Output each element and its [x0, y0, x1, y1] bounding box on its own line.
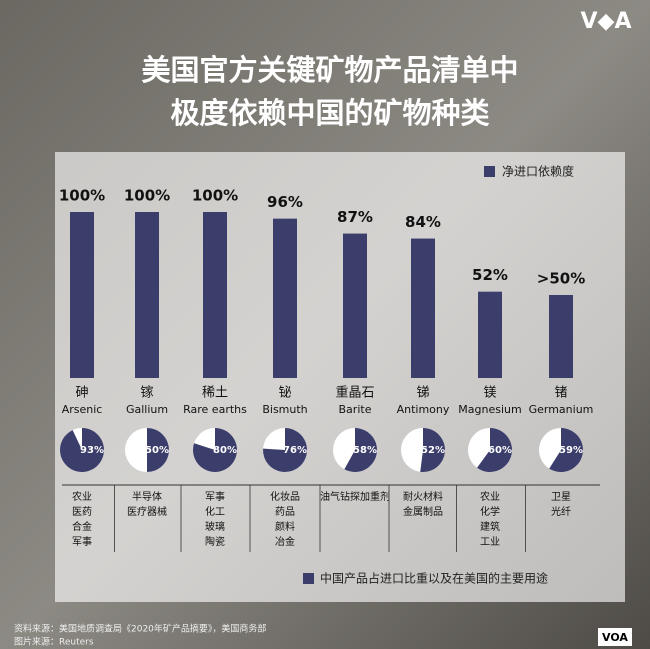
bar	[70, 212, 94, 378]
use: 耐火材料	[403, 490, 443, 503]
value-label: 100%	[192, 187, 238, 205]
legend-swatch	[484, 166, 495, 177]
value-label: 52%	[472, 266, 508, 284]
pie-slice	[192, 428, 238, 473]
use: 药品	[275, 506, 295, 518]
value-label: 96%	[267, 193, 303, 211]
category-en: Rare earths	[183, 403, 247, 416]
category-en: Germanium	[529, 403, 594, 416]
bar	[135, 212, 159, 378]
bar	[549, 295, 573, 378]
pie-label: 52%	[421, 445, 445, 456]
category-cn: 锑	[416, 386, 429, 401]
use: 半导体	[132, 490, 162, 503]
bar	[273, 218, 297, 378]
use: 医药	[72, 506, 92, 518]
value-label: 100%	[124, 187, 170, 205]
value-label: 100%	[59, 187, 105, 205]
bar	[343, 233, 367, 378]
category-en: Barite	[339, 403, 372, 416]
category-cn: 砷	[75, 386, 88, 401]
pie-slice	[477, 428, 513, 472]
value-label: 87%	[337, 208, 373, 226]
use: 玻璃	[205, 520, 225, 533]
use: 医疗器械	[127, 505, 167, 518]
category-en: Arsenic	[62, 403, 103, 416]
logo: V◆A	[581, 9, 632, 34]
use: 农业	[480, 490, 500, 503]
use: 陶瓷	[205, 535, 225, 548]
category-en: Antimony	[397, 403, 450, 416]
value-label: 84%	[405, 213, 441, 231]
pie-slice	[344, 428, 377, 473]
category-en: Magnesium	[458, 403, 521, 416]
pie-label: 76%	[283, 445, 307, 456]
use: 合金	[72, 520, 92, 533]
value-label: >50%	[537, 270, 585, 288]
use: 工业	[480, 536, 500, 548]
pie-label: 58%	[353, 445, 377, 456]
use: 化学	[480, 505, 500, 518]
pie-slice	[147, 428, 169, 472]
category-en: Bismuth	[262, 403, 307, 416]
use: 冶金	[275, 535, 295, 548]
category-cn: 铋	[278, 386, 291, 401]
pie-slice	[549, 428, 583, 473]
use: 军事	[72, 535, 92, 548]
category-en: Gallium	[126, 403, 168, 416]
source: 资料来源：美国地质调查局《2020年矿产品摘要》，美国商务部	[14, 623, 266, 635]
pie-slice	[420, 428, 445, 473]
use: 光纤	[551, 505, 571, 518]
legend-swatch	[303, 573, 314, 584]
legend-label: 中国产品占进口比重以及在美国的主要用途	[320, 571, 548, 586]
pie-label: 93%	[80, 445, 104, 456]
bar	[478, 291, 502, 378]
use: 化妆品	[270, 490, 300, 503]
category-cn: 稀土	[202, 386, 228, 401]
use: 建筑	[480, 520, 500, 533]
title-line: 美国官方关键矿物产品清单中	[141, 53, 518, 87]
use: 油气钻探加重剂	[320, 490, 390, 503]
pie-label: 80%	[213, 445, 237, 456]
badge-box	[598, 628, 632, 646]
pie-label: 59%	[559, 445, 583, 456]
category-cn: 重晶石	[335, 385, 374, 401]
pie-label: 60%	[488, 445, 512, 456]
use: 军事	[205, 490, 225, 503]
bar	[411, 238, 435, 378]
category-cn: 镓	[140, 386, 153, 401]
use: 颜料	[275, 520, 295, 533]
use: 农业	[72, 490, 92, 503]
title-line: 极度依赖中国的矿物种类	[170, 96, 489, 130]
pie-slice	[263, 428, 308, 473]
pie-slice	[60, 428, 105, 472]
badge: VOA	[602, 631, 628, 644]
legend-label: 净进口依赖度	[502, 164, 574, 179]
source: 图片来源：Reuters	[14, 636, 94, 648]
category-cn: 锗	[554, 386, 567, 401]
use: 卫星	[551, 491, 571, 503]
use: 化工	[205, 505, 225, 518]
category-cn: 镁	[483, 386, 496, 401]
pie-label: 50%	[145, 445, 169, 456]
bar	[203, 212, 227, 378]
use: 金属制品	[403, 505, 443, 518]
